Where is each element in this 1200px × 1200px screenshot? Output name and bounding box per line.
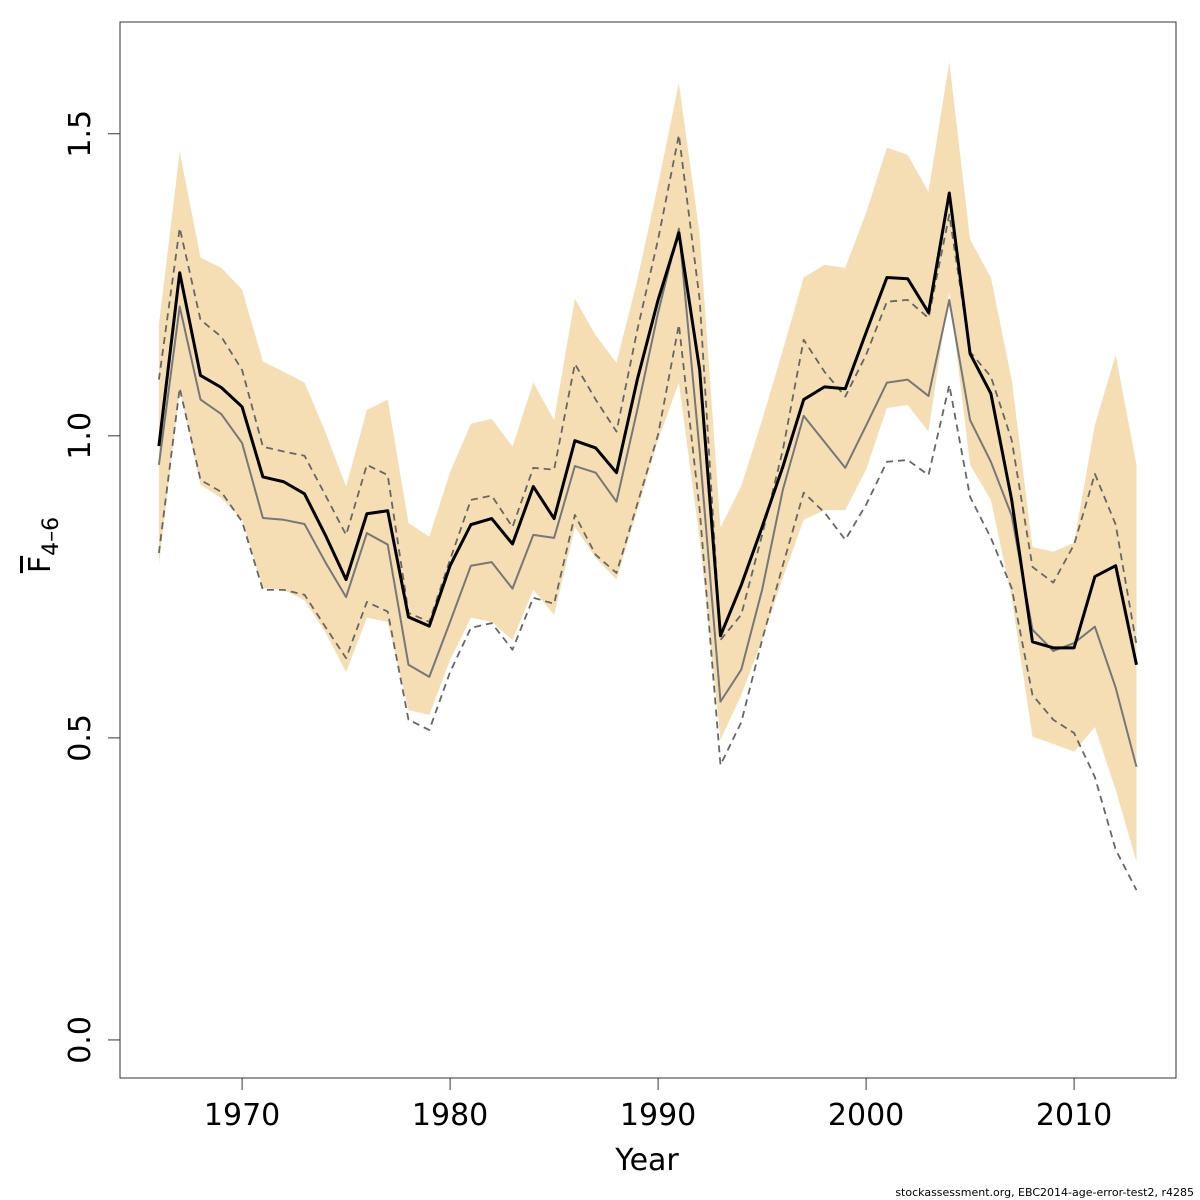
x-tick-label: 2000 [828, 1098, 904, 1133]
y-axis-label-group: F4–6 [23, 517, 64, 573]
y-tick-label: 0.0 [63, 1016, 98, 1064]
y-axis-label-sub: 4–6 [39, 517, 64, 556]
x-tick-label: 1970 [204, 1098, 280, 1133]
x-tick-label: 1980 [412, 1098, 488, 1133]
line [157, 191, 1138, 666]
x-tick-label: 1990 [620, 1098, 696, 1133]
plot-frame [119, 21, 1177, 1079]
dashed-line [158, 134, 1138, 646]
x-axis-label: Year [614, 1143, 679, 1178]
y-tick-label: 0.5 [63, 714, 98, 762]
line [157, 227, 1138, 768]
footer: stockassessment.org, EBC2014-age-error-t… [895, 1186, 1194, 1199]
x-tick-label: 2010 [1036, 1098, 1112, 1133]
dashed-line [158, 323, 1138, 891]
y-axis-label: F4–6 [23, 517, 64, 573]
y-axis-label-main: F [23, 556, 58, 573]
y-tick-label: 1.0 [63, 412, 98, 460]
y-tick-label: 1.5 [63, 110, 98, 158]
confidence-band [158, 61, 1137, 862]
